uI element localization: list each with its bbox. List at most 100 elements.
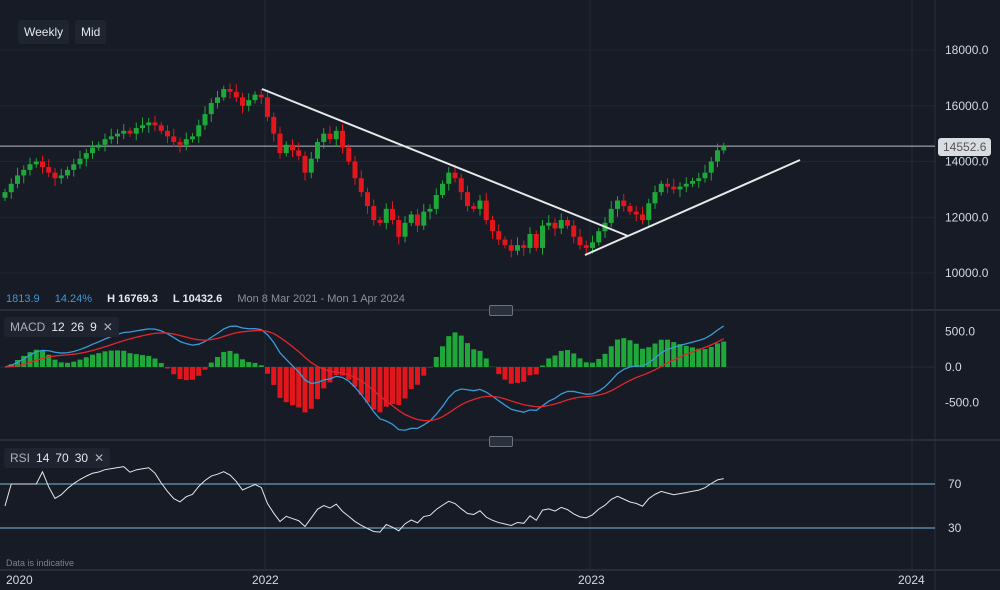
panel-resize-handle[interactable] bbox=[489, 436, 513, 447]
macd-axis-label: 0.0 bbox=[945, 360, 962, 374]
candle-up bbox=[308, 158, 314, 173]
macd-histogram-bar bbox=[446, 336, 452, 367]
candle-up bbox=[202, 114, 208, 126]
candle-up bbox=[71, 164, 77, 170]
close-icon[interactable]: ✕ bbox=[94, 451, 105, 465]
change-value: 1813.9 bbox=[6, 293, 40, 305]
candle-down bbox=[258, 94, 264, 98]
macd-histogram-bar bbox=[402, 367, 408, 399]
candle-down bbox=[508, 245, 514, 251]
macd-histogram-bar bbox=[421, 367, 427, 376]
candle-down bbox=[521, 245, 527, 248]
candle-up bbox=[590, 242, 595, 248]
candle-up bbox=[546, 222, 552, 226]
candle-up bbox=[427, 208, 433, 212]
macd-histogram-bar bbox=[183, 367, 189, 381]
macd-histogram-bar bbox=[71, 361, 77, 367]
candle-up bbox=[90, 147, 95, 154]
candle-up bbox=[121, 130, 127, 134]
macd-histogram-bar bbox=[277, 367, 283, 398]
macd-histogram-bar bbox=[227, 350, 233, 367]
macd-histogram-bar bbox=[440, 346, 445, 367]
macd-histogram-bar bbox=[433, 356, 439, 367]
candle-up bbox=[658, 183, 664, 193]
rsi-period: 14 bbox=[36, 451, 50, 465]
candle-up bbox=[108, 136, 114, 140]
macd-histogram-bar bbox=[558, 350, 564, 367]
macd-histogram-bar bbox=[346, 367, 352, 380]
macd-signal: 9 bbox=[90, 320, 97, 334]
panel-resize-handle[interactable] bbox=[489, 305, 513, 316]
candle-down bbox=[271, 116, 277, 134]
macd-histogram-bar bbox=[321, 367, 327, 389]
candle-down bbox=[233, 91, 239, 98]
candle-down bbox=[340, 130, 345, 148]
macd-fast: 12 bbox=[51, 320, 65, 334]
candle-up bbox=[2, 192, 8, 198]
macd-histogram-bar bbox=[283, 367, 289, 403]
macd-histogram-bar bbox=[52, 359, 58, 367]
macd-histogram-bar bbox=[196, 367, 202, 376]
candle-down bbox=[496, 231, 502, 240]
candle-up bbox=[708, 161, 714, 173]
candle-up bbox=[690, 181, 695, 184]
macd-histogram-bar bbox=[77, 359, 83, 367]
candle-up bbox=[65, 169, 70, 176]
candle-down bbox=[396, 220, 402, 237]
candle-down bbox=[533, 233, 539, 248]
timeframe-button[interactable]: Weekly bbox=[18, 20, 70, 44]
candle-down bbox=[665, 183, 670, 187]
candle-down bbox=[377, 220, 383, 223]
candle-down bbox=[358, 178, 364, 193]
candle-down bbox=[52, 172, 58, 179]
candle-up bbox=[446, 172, 452, 184]
candle-up bbox=[8, 183, 14, 193]
candle-up bbox=[540, 225, 545, 248]
time-axis-label: 2024 bbox=[898, 573, 925, 587]
macd-histogram-bar bbox=[221, 351, 227, 367]
macd-histogram-bar bbox=[483, 358, 489, 367]
macd-histogram-bar bbox=[633, 343, 639, 367]
current-price-tag: 14552.6 bbox=[938, 138, 992, 156]
candle-down bbox=[296, 150, 302, 156]
candle-up bbox=[527, 233, 533, 248]
macd-histogram-bar bbox=[696, 348, 702, 367]
macd-histogram-bar bbox=[677, 344, 683, 367]
macd-histogram-bar bbox=[165, 367, 170, 369]
macd-histogram-bar bbox=[302, 367, 308, 413]
rsi-axis-label: 30 bbox=[948, 521, 962, 535]
candle-down bbox=[177, 141, 183, 145]
candle-up bbox=[652, 192, 658, 204]
macd-histogram-bar bbox=[140, 355, 145, 367]
candle-up bbox=[383, 208, 389, 223]
candle-up bbox=[190, 136, 195, 140]
rsi-line bbox=[4, 466, 724, 533]
candle-up bbox=[433, 194, 439, 209]
macd-histogram-bar bbox=[465, 343, 470, 367]
close-icon[interactable]: ✕ bbox=[102, 320, 113, 334]
macd-histogram-bar bbox=[665, 339, 670, 367]
price-axis-label: 18000.0 bbox=[945, 43, 989, 57]
macd-histogram-bar bbox=[577, 358, 583, 367]
candle-up bbox=[721, 146, 727, 151]
macd-histogram-bar bbox=[596, 358, 602, 367]
candle-down bbox=[171, 136, 177, 142]
macd-axis-label: -500.0 bbox=[945, 396, 979, 410]
candle-up bbox=[515, 245, 520, 251]
rsi-axis-label: 70 bbox=[948, 477, 962, 491]
candle-down bbox=[127, 130, 133, 134]
macd-histogram-bar bbox=[721, 341, 727, 367]
macd-histogram-bar bbox=[602, 353, 608, 367]
candle-up bbox=[283, 144, 289, 154]
candle-up bbox=[183, 139, 189, 145]
price-type-button[interactable]: Mid bbox=[75, 20, 107, 44]
macd-histogram-bar bbox=[240, 359, 245, 367]
macd-histogram-bar bbox=[96, 353, 102, 367]
macd-histogram-bar bbox=[33, 349, 39, 367]
candle-up bbox=[33, 161, 39, 165]
disclaimer: Data is indicative bbox=[6, 558, 75, 568]
macd-histogram-bar bbox=[590, 362, 595, 367]
candle-up bbox=[702, 172, 708, 179]
